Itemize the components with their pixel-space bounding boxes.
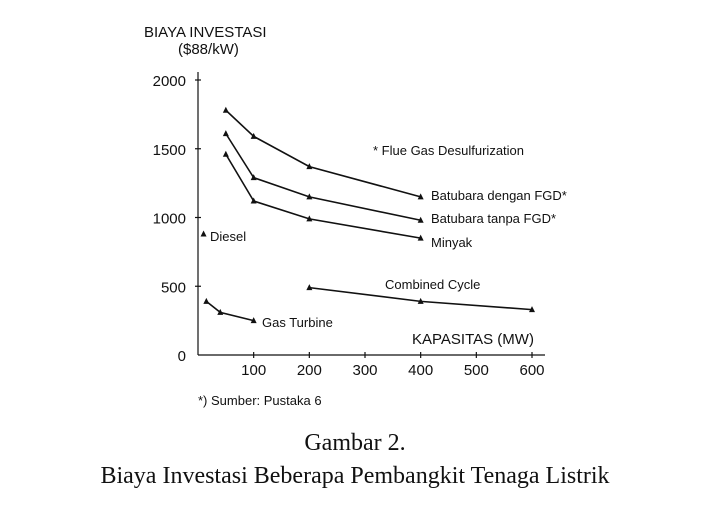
series-3 xyxy=(200,230,207,237)
y-tick-label: 1500 xyxy=(153,142,186,159)
series-4 xyxy=(203,297,257,324)
series-group xyxy=(200,106,535,324)
caption-line1: Gambar 2. xyxy=(304,430,405,456)
data-point xyxy=(306,215,313,222)
data-point xyxy=(417,216,424,223)
data-point xyxy=(417,193,424,200)
data-point xyxy=(250,317,257,324)
data-point xyxy=(306,284,313,291)
annotation-fgd-note: * Flue Gas Desulfurization xyxy=(373,143,524,158)
data-point xyxy=(217,308,224,315)
y-tick-label: 500 xyxy=(161,279,186,296)
series-1 xyxy=(222,130,424,223)
x-axis-title: KAPASITAS (MW) xyxy=(412,331,534,348)
label-diesel: Diesel xyxy=(210,229,246,244)
series-line xyxy=(225,109,421,198)
series-line xyxy=(205,300,254,322)
series-2 xyxy=(222,150,424,241)
data-point xyxy=(417,234,424,241)
x-tick-label: 600 xyxy=(519,362,544,379)
x-tick-label: 500 xyxy=(464,362,489,379)
series-0 xyxy=(222,106,424,200)
y-axis-title-line2: ($88/kW) xyxy=(178,41,239,58)
series-line xyxy=(225,153,421,239)
data-point xyxy=(222,106,229,113)
series-line xyxy=(225,133,421,222)
x-tick-label: 200 xyxy=(297,362,322,379)
y-axis-ticks: 0 500 1000 1500 2000 xyxy=(153,73,201,365)
x-tick-label: 300 xyxy=(352,362,377,379)
x-axis-ticks: 100 200 300 400 500 600 xyxy=(241,352,545,379)
y-tick-label: 0 xyxy=(178,348,186,365)
source-note: *) Sumber: Pustaka 6 xyxy=(198,393,322,408)
data-point xyxy=(250,197,257,204)
y-tick-label: 2000 xyxy=(153,73,186,90)
data-point xyxy=(222,130,229,137)
series-5 xyxy=(306,284,535,313)
y-axis-title-line1: BIAYA INVESTASI xyxy=(144,24,267,41)
data-point xyxy=(417,297,424,304)
data-point xyxy=(250,132,257,139)
label-batubara-dengan-fgd: Batubara dengan FGD* xyxy=(431,188,567,203)
label-batubara-tanpa-fgd: Batubara tanpa FGD* xyxy=(431,211,556,226)
data-point xyxy=(306,193,313,200)
label-gas-turbine: Gas Turbine xyxy=(262,315,333,330)
data-point xyxy=(529,306,535,313)
x-tick-label: 100 xyxy=(241,362,266,379)
x-tick-label: 400 xyxy=(408,362,433,379)
data-point xyxy=(306,163,313,170)
caption-line2: Biaya Investasi Beberapa Pembangkit Tena… xyxy=(100,463,609,489)
data-point xyxy=(203,297,210,304)
label-minyak: Minyak xyxy=(431,235,473,250)
y-tick-label: 1000 xyxy=(153,211,186,228)
data-point xyxy=(250,174,257,181)
data-point xyxy=(222,150,229,157)
data-point xyxy=(200,230,207,237)
label-combined-cycle: Combined Cycle xyxy=(385,277,480,292)
